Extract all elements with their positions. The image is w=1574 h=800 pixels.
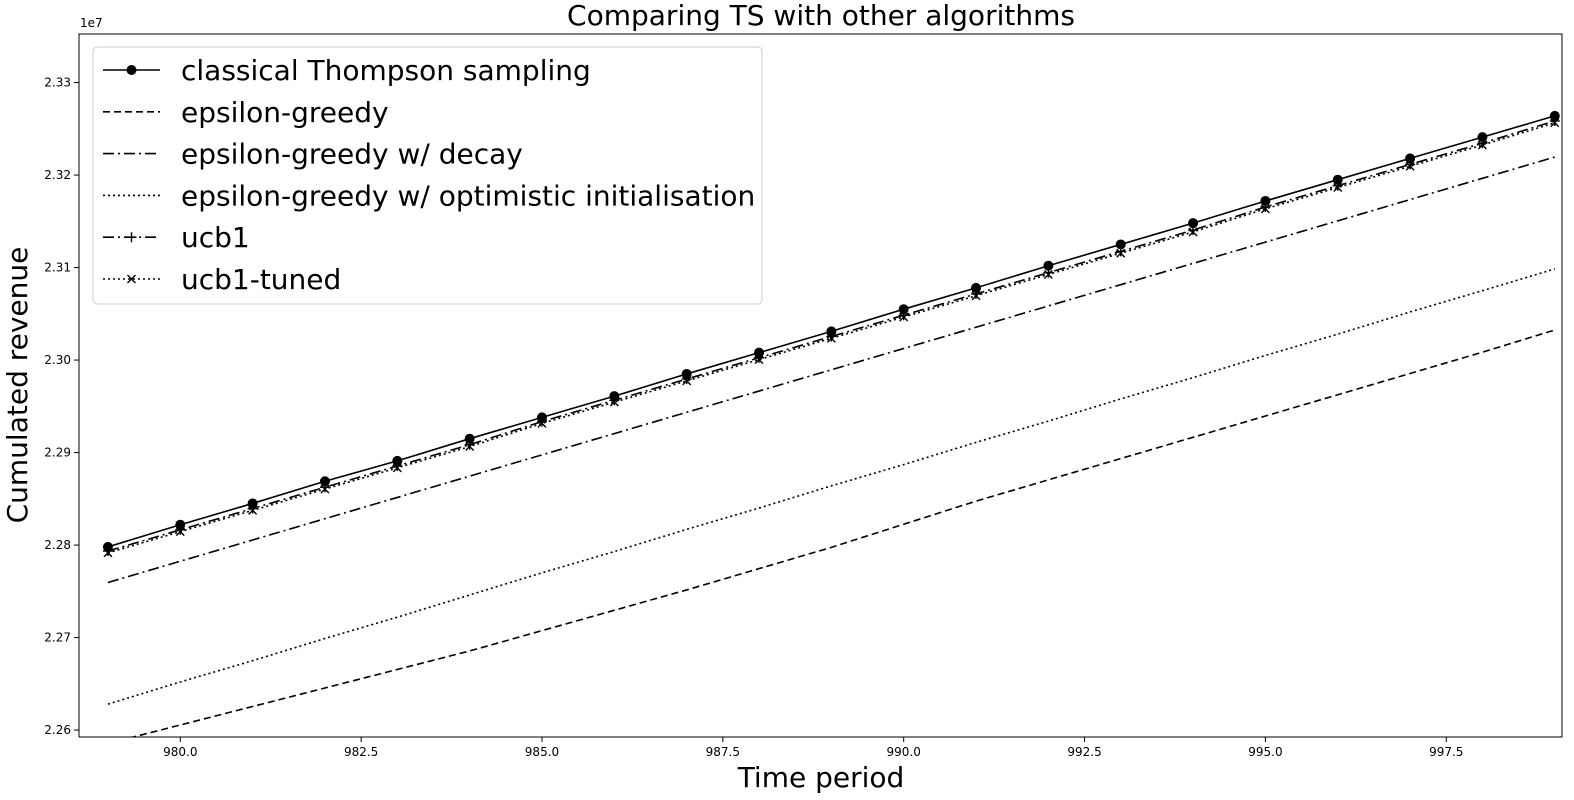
data-point-marker — [826, 326, 837, 337]
legend: classical Thompson sampling epsilon-greed… — [92, 46, 763, 305]
legend-label: ucb1-tuned — [181, 263, 341, 296]
data-point-marker — [1332, 174, 1343, 185]
series-epsilon-greedy-w-optimistic-initialisation — [107, 268, 1556, 705]
x-axis-label: Time period — [737, 761, 905, 794]
x-tick-label: 987.5 — [706, 745, 740, 759]
data-point-marker — [1043, 260, 1054, 271]
data-point-marker — [1549, 110, 1560, 121]
data-point-marker — [898, 304, 909, 315]
y-axis-label: Cumulated revenue — [1, 247, 34, 524]
data-point-marker — [127, 274, 136, 284]
data-point-marker — [1188, 218, 1199, 229]
data-point-marker — [126, 65, 137, 75]
series-layer — [102, 110, 1560, 737]
legend-entry: classical Thompson sampling — [103, 54, 591, 87]
plot-area — [78, 33, 1563, 738]
data-point-marker — [536, 412, 547, 423]
data-point-marker — [247, 498, 258, 509]
y-axis-offset-label: 1e7 — [80, 16, 103, 30]
legend-label: epsilon-greedy w/ optimistic initialisat… — [181, 179, 755, 212]
series-line — [107, 268, 1556, 705]
data-point-marker — [1115, 239, 1126, 250]
y-tick-label: 2.27 — [44, 631, 71, 645]
data-point-marker — [609, 391, 620, 402]
series-epsilon-greedy — [130, 329, 1556, 737]
data-point-marker — [175, 519, 186, 530]
legend-entry: ucb1 — [103, 221, 250, 254]
y-tick-label: 2.29 — [44, 446, 71, 460]
legend-entry: epsilon-greedy w/ optimistic initialisat… — [103, 179, 755, 212]
legend-label: ucb1 — [181, 221, 250, 254]
legend-entry: epsilon-greedy — [103, 96, 389, 129]
legend-label: epsilon-greedy w/ decay — [181, 138, 523, 171]
data-point-marker — [1477, 132, 1488, 143]
legend-label: classical Thompson sampling — [181, 54, 591, 87]
series-line — [130, 329, 1556, 737]
x-tick-label: 990.0 — [887, 745, 921, 759]
data-point-marker — [754, 347, 765, 358]
y-tick-label: 2.31 — [44, 261, 71, 275]
data-point-marker — [319, 476, 330, 487]
data-point-marker — [464, 433, 475, 444]
data-point-marker — [971, 282, 982, 293]
plot-frame — [78, 33, 1563, 738]
y-tick-label: 2.30 — [44, 353, 71, 367]
y-tick-label: 2.26 — [44, 723, 71, 737]
y-axis: 2.26 2.27 2.28 2.29 2.30 2.31 2.32 2.33 — [44, 76, 79, 737]
x-tick-label: 995.0 — [1248, 745, 1282, 759]
y-tick-label: 2.33 — [44, 76, 71, 90]
x-tick-label: 980.0 — [163, 745, 197, 759]
data-point-marker — [102, 541, 113, 552]
x-tick-label: 992.5 — [1067, 745, 1101, 759]
data-point-marker — [681, 368, 692, 379]
legend-label: epsilon-greedy — [181, 96, 389, 129]
data-point-marker — [1405, 153, 1416, 164]
x-tick-label: 982.5 — [344, 745, 378, 759]
data-point-marker — [392, 455, 403, 466]
data-point-marker — [126, 232, 137, 243]
x-tick-label: 985.0 — [525, 745, 559, 759]
x-axis: 980.0 982.5 985.0 987.5 990.0 992.5 995.0 997.5 — [163, 737, 1463, 759]
legend-box — [92, 46, 763, 305]
y-tick-label: 2.32 — [44, 168, 71, 182]
series-line — [107, 122, 1556, 554]
y-tick-label: 2.28 — [44, 538, 71, 552]
legend-entry: ucb1-tuned — [103, 263, 341, 296]
legend-entry: epsilon-greedy w/ decay — [103, 138, 523, 171]
chart-title: Comparing TS with other algorithms — [567, 0, 1075, 32]
x-tick-label: 997.5 — [1429, 745, 1463, 759]
series-classical-thompson-sampling — [102, 110, 1560, 552]
data-point-marker — [1260, 195, 1271, 206]
